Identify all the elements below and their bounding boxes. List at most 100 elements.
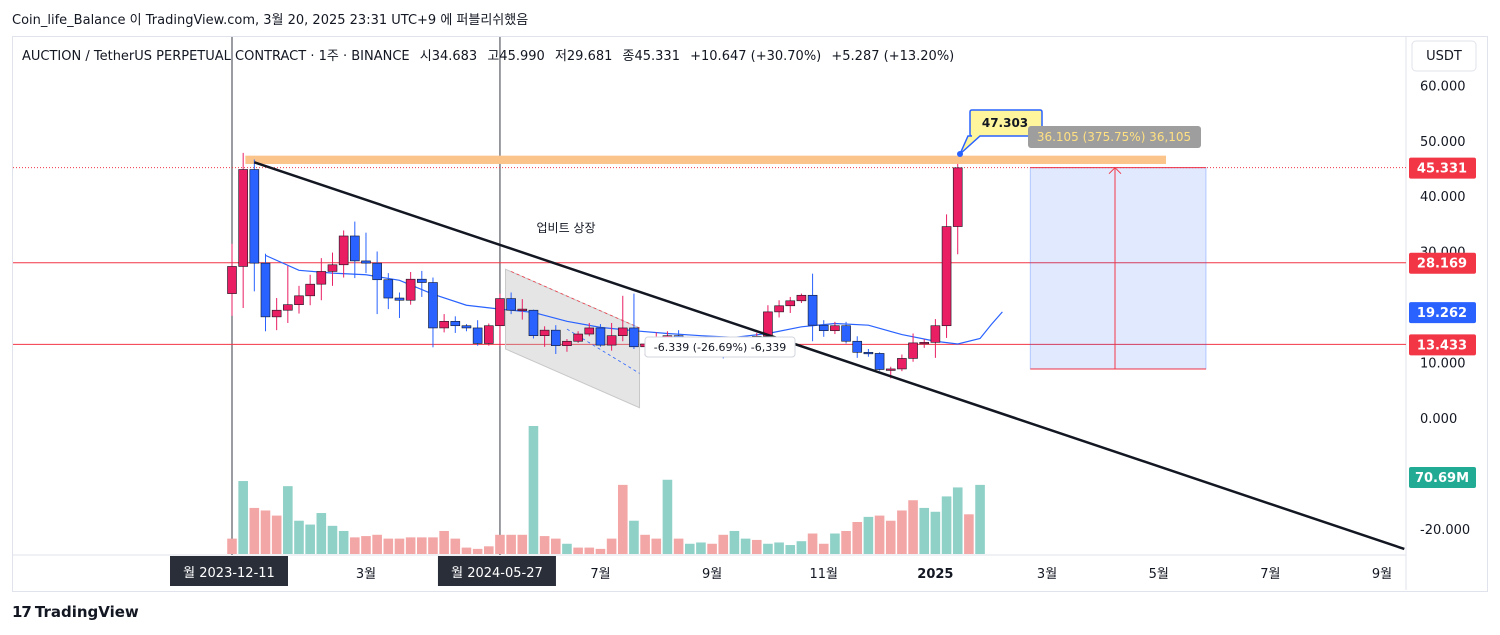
candle[interactable]: [249, 159, 260, 292]
candle[interactable]: [472, 320, 483, 346]
candle[interactable]: [617, 295, 628, 342]
candle[interactable]: [908, 333, 918, 362]
candle[interactable]: [606, 322, 617, 351]
candle[interactable]: [796, 293, 807, 304]
candle[interactable]: [305, 274, 315, 306]
volume-bar: [919, 507, 930, 554]
volume-bar: [573, 547, 583, 554]
candle[interactable]: [941, 214, 952, 338]
candle-body: [796, 294, 807, 302]
candle[interactable]: [528, 309, 539, 339]
candle[interactable]: [863, 348, 874, 357]
volume-bar: [651, 538, 662, 554]
symbol-legend: AUCTION / TetherUS PERPETUAL CONTRACT · …: [22, 45, 960, 64]
candle[interactable]: [316, 258, 327, 301]
candle-body: [897, 358, 907, 370]
candle[interactable]: [417, 270, 427, 297]
y-tick-label: 60.000: [1420, 79, 1466, 94]
volume-bar: [271, 515, 282, 554]
candle[interactable]: [461, 324, 472, 332]
channel-mid-line: [510, 271, 640, 329]
candle[interactable]: [439, 314, 449, 333]
x-highlight-bg: [170, 556, 288, 586]
channel-label: -6.339 (-26.69%) -6,339: [654, 341, 786, 354]
candle[interactable]: [450, 316, 461, 333]
candle-body: [785, 300, 796, 307]
x-highlight-bg: [437, 556, 556, 586]
candle[interactable]: [952, 163, 963, 255]
currency-button[interactable]: [1411, 40, 1477, 72]
x-tick-label: 3월: [1037, 567, 1057, 582]
price-callout-anchor: [957, 151, 963, 157]
volume-bar: [952, 487, 963, 554]
candle-body: [260, 262, 271, 318]
volume-bar: [350, 537, 360, 554]
volume-bar: [640, 534, 650, 554]
candle-body: [852, 340, 863, 353]
measure-box: [1029, 167, 1207, 370]
candle[interactable]: [841, 321, 851, 344]
candle[interactable]: [383, 273, 394, 310]
candle-body: [372, 262, 382, 281]
candle[interactable]: [361, 232, 371, 274]
price-tag-label: 70.69M: [1415, 471, 1469, 486]
listing-annotation: 업비트 상장: [536, 221, 595, 235]
candle[interactable]: [506, 292, 516, 315]
volume-bar: [238, 481, 248, 554]
symbol-name[interactable]: AUCTION / TetherUS PERPETUAL CONTRACT · …: [22, 49, 410, 64]
candle-body: [517, 308, 528, 311]
change-value: +10.647 (+30.70%): [690, 49, 822, 64]
candle[interactable]: [774, 300, 784, 318]
candle[interactable]: [818, 320, 829, 337]
candle-body: [417, 278, 427, 283]
candle[interactable]: [852, 336, 863, 358]
candle[interactable]: [372, 251, 382, 315]
candle[interactable]: [283, 265, 293, 323]
candle[interactable]: [483, 323, 494, 346]
candle[interactable]: [874, 352, 885, 371]
candle-body: [818, 324, 829, 332]
volume-bar: [841, 530, 851, 554]
candle[interactable]: [238, 152, 248, 308]
volume-bar: [539, 536, 550, 554]
candle[interactable]: [271, 298, 282, 331]
candle[interactable]: [517, 299, 528, 320]
candle[interactable]: [405, 271, 416, 305]
candle[interactable]: [550, 325, 561, 354]
drawings-layer: [13, 155, 1406, 409]
candle[interactable]: [227, 243, 237, 316]
candle[interactable]: [584, 322, 595, 337]
candle[interactable]: [785, 296, 796, 313]
candle[interactable]: [763, 305, 773, 337]
candle[interactable]: [260, 253, 271, 332]
candle[interactable]: [495, 293, 505, 347]
candle-body: [863, 352, 874, 355]
candle-body: [294, 295, 304, 305]
candle[interactable]: [428, 277, 438, 348]
volume-bar: [394, 538, 405, 554]
candle[interactable]: [294, 285, 304, 314]
candle[interactable]: [394, 292, 405, 318]
candle-body: [271, 309, 282, 318]
candle[interactable]: [830, 321, 840, 335]
candle[interactable]: [629, 293, 639, 349]
tradingview-brand[interactable]: 17 TradingView: [12, 603, 139, 621]
candle[interactable]: [930, 319, 941, 358]
candle[interactable]: [327, 252, 338, 286]
candle[interactable]: [595, 324, 606, 347]
candle-body: [472, 327, 483, 344]
candle[interactable]: [338, 230, 349, 278]
candle[interactable]: [539, 326, 550, 347]
volume-bar: [740, 538, 751, 554]
volume-bar: [751, 539, 762, 554]
candle[interactable]: [919, 339, 930, 348]
candle-body: [305, 283, 315, 297]
candle[interactable]: [562, 339, 572, 352]
candle[interactable]: [807, 273, 818, 342]
candle[interactable]: [573, 331, 583, 343]
candle[interactable]: [350, 221, 360, 279]
candle-body: [830, 325, 840, 332]
price-tag-label: 13.433: [1417, 338, 1467, 353]
candle[interactable]: [897, 354, 907, 372]
